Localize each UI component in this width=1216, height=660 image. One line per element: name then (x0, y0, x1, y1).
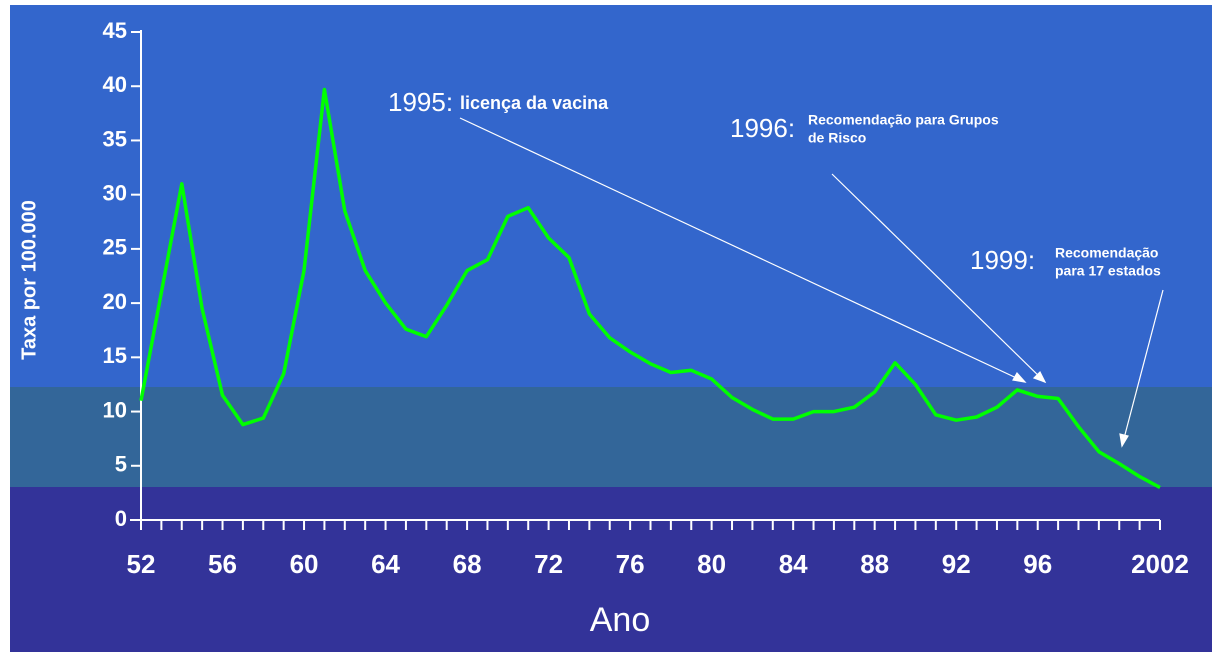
background-bottom (10, 487, 1212, 652)
x-tick-label: 56 (208, 549, 237, 579)
annotation-text: Recomendação (1055, 245, 1158, 261)
x-tick-label: 84 (779, 549, 808, 579)
annotation-year: 1996: (730, 113, 795, 143)
x-tick-label: 80 (697, 549, 726, 579)
x-tick-label: 68 (453, 549, 482, 579)
y-axis-title: Taxa por 100.000 (18, 200, 40, 360)
x-tick-label: 52 (127, 549, 156, 579)
y-tick-label: 35 (103, 126, 127, 151)
annotation-text: Recomendação para Grupos (808, 112, 999, 128)
annotations: 1995: licença da vacina 1996: Recomendação … (388, 87, 1161, 279)
x-axis-title: Ano (590, 601, 651, 639)
y-tick-label: 45 (103, 18, 127, 43)
y-tick-label: 40 (103, 72, 127, 97)
x-tick-label: 64 (371, 549, 400, 579)
y-tick-label: 10 (103, 397, 127, 422)
x-tick-label: 88 (860, 549, 889, 579)
y-tick-label: 5 (115, 452, 127, 477)
y-tick-label: 25 (103, 235, 127, 260)
background-band (10, 387, 1212, 487)
data-line (139, 87, 1161, 490)
x-tick-label: 2002 (1131, 549, 1189, 579)
y-tick-label: 0 (115, 506, 127, 531)
x-tick-label: 60 (290, 549, 319, 579)
y-tick-label: 30 (103, 180, 127, 205)
annotation-text: para 17 estados (1055, 263, 1161, 279)
y-tick-label: 15 (103, 343, 127, 368)
annotation-year: 1999: (970, 245, 1035, 275)
annotation-year: 1995: (388, 87, 453, 117)
annotation-text: de Risco (808, 130, 866, 146)
annotation-arrows (459, 117, 1164, 448)
annotation-text: licença da vacina (460, 93, 609, 113)
x-tick-label: 92 (942, 549, 971, 579)
background-top (10, 5, 1212, 387)
x-tick-label: 72 (534, 549, 563, 579)
x-tick-label: 96 (1023, 549, 1052, 579)
y-tick-label: 20 (103, 289, 127, 314)
x-tick-label: 76 (616, 549, 645, 579)
